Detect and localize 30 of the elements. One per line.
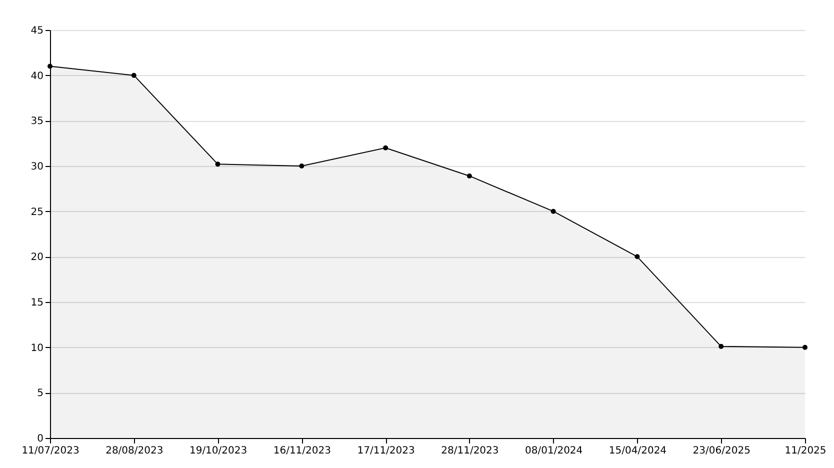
x-tick-label: 16/11/2023 bbox=[273, 446, 331, 456]
x-tick-label: 17/11/2023 bbox=[357, 446, 415, 456]
y-tick-label: 10 bbox=[30, 342, 44, 354]
x-tick-label: 11/07/2023 bbox=[22, 446, 80, 456]
x-tick-label: 28/08/2023 bbox=[106, 446, 164, 456]
y-tick-label: 40 bbox=[30, 70, 44, 82]
x-tick-label: 11/2025 bbox=[784, 446, 826, 456]
x-tick-label: 19/10/2023 bbox=[189, 446, 248, 456]
y-tick-label: 0 bbox=[37, 434, 44, 444]
x-tick-label: 28/11/2023 bbox=[441, 446, 499, 456]
point bbox=[550, 208, 556, 214]
point bbox=[802, 344, 808, 350]
point bbox=[48, 64, 52, 69]
y-tick-label: 25 bbox=[30, 206, 44, 218]
y-tick-label: 15 bbox=[30, 298, 44, 308]
point bbox=[718, 344, 724, 349]
x-tick-label: 15/04/2024 bbox=[608, 446, 667, 456]
point bbox=[299, 164, 304, 168]
x-tick-label: 23/06/2025 bbox=[692, 446, 750, 456]
y-tick-label: 20 bbox=[30, 252, 44, 264]
point bbox=[383, 145, 388, 150]
point bbox=[215, 162, 220, 167]
y-tick-label: 35 bbox=[30, 116, 44, 128]
point bbox=[466, 173, 472, 178]
y-tick-label: 45 bbox=[30, 26, 44, 36]
x-tick-label: 08/01/2024 bbox=[525, 446, 583, 456]
point bbox=[634, 254, 640, 260]
point bbox=[131, 72, 136, 78]
y-tick-label: 5 bbox=[37, 388, 44, 400]
y-tick-label: 30 bbox=[30, 162, 44, 172]
